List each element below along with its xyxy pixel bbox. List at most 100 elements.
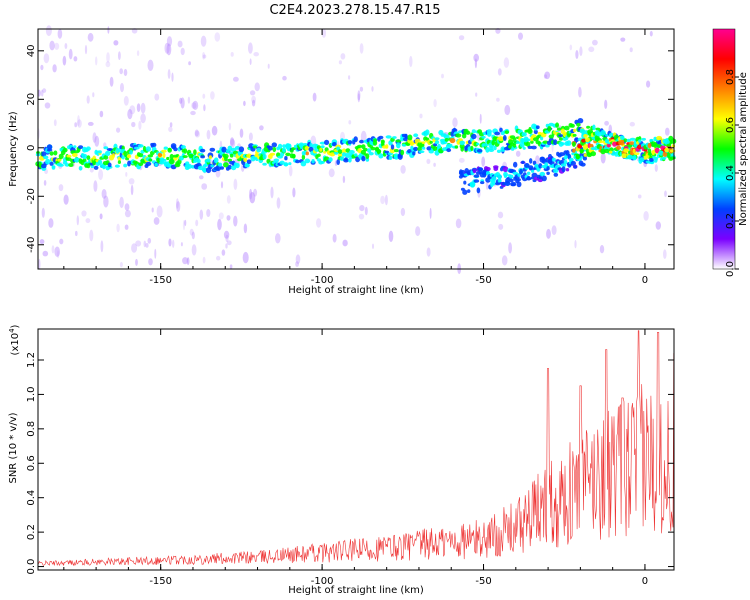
spectrogram-noise-blob <box>429 207 432 219</box>
spectrogram-noise-blob <box>259 125 264 131</box>
spectrogram-cell <box>397 154 403 160</box>
snr-border <box>37 328 675 571</box>
spectrogram-cell <box>521 132 527 137</box>
spectrogram-cell <box>531 145 537 150</box>
spectrogram-noise-blob <box>359 205 365 212</box>
spectrogram-cell <box>186 163 193 169</box>
spectrogram-cell <box>603 148 610 154</box>
spectrogram-noise-blob <box>215 169 221 178</box>
colorbar: 0.0 0.2 0.4 0.6 0.8 Normalized spectral ampl… <box>712 28 749 277</box>
spectrogram-noise-blob <box>380 195 385 205</box>
spectrogram-cell <box>246 159 252 164</box>
spectrogram-cell <box>301 154 306 160</box>
spectrogram-cell <box>502 166 509 173</box>
spectrogram-cell <box>45 158 51 165</box>
spectrogram-noise-blob <box>665 127 670 136</box>
spectrogram-noise-blob <box>216 255 221 261</box>
spectrogram-noise-blob <box>153 217 160 225</box>
spectrogram-cell <box>269 152 276 156</box>
spectrogram-cell <box>425 137 430 141</box>
spectrogram-cell <box>81 153 88 159</box>
spectrogram-cell <box>385 144 389 149</box>
spectrogram-noise-blob <box>140 102 146 114</box>
spectrogram-cell <box>66 157 72 161</box>
spectrogram-noise-blob <box>64 43 68 49</box>
spectrogram-noise-blob <box>508 242 512 254</box>
spectrogram-ylabel: Frequency (Hz) <box>8 111 19 187</box>
spectrogram-cell <box>437 143 441 150</box>
spectrogram-noise-blob <box>328 168 335 178</box>
spectrogram-noise-blob <box>168 238 172 247</box>
spectrogram-noise-blob <box>359 43 364 54</box>
spectrogram-cell <box>210 164 215 168</box>
spectrogram-cell <box>538 163 543 169</box>
spectrogram-cell <box>661 156 667 160</box>
spectrogram-noise-blob <box>138 120 142 130</box>
spectrogram-cell <box>485 146 490 153</box>
spectrogram-noise-blob <box>599 245 605 254</box>
spectrogram-cell <box>272 146 277 153</box>
spectrogram-noise-blob <box>620 37 626 42</box>
spectrogram-noise-blob <box>199 175 204 180</box>
spectrogram-cell <box>592 124 596 131</box>
spectrogram-noise-blob <box>504 104 511 116</box>
spectrogram-noise-blob <box>600 152 606 164</box>
spectrogram-cell <box>504 130 510 135</box>
spectrogram-cell <box>493 145 497 151</box>
spectrogram-cell <box>169 153 174 160</box>
spectrogram-cell <box>421 141 426 145</box>
spectrogram-cell <box>462 189 468 195</box>
snr-ytick-label: 1.0 <box>26 386 37 402</box>
spectrogram-cell <box>336 159 341 165</box>
spectrogram-cell <box>459 140 466 146</box>
spectrogram-cell <box>564 125 570 131</box>
spectrogram-noise-blob <box>220 181 224 189</box>
spectrogram-cell <box>283 163 289 167</box>
spectrogram-noise-blob <box>592 39 598 46</box>
spectrogram-noise-blob <box>249 58 252 65</box>
spectrogram-cell <box>600 130 606 136</box>
spectrogram-noise-blob <box>226 195 231 204</box>
spectrogram-noise-blob <box>249 192 256 204</box>
spectrogram-cell <box>41 151 47 157</box>
spectrogram-cell <box>256 147 262 153</box>
spectrogram-cell <box>320 145 325 149</box>
spectrogram-noise-blob <box>515 150 521 157</box>
spectrogram-noise-blob <box>85 218 91 224</box>
spectrogram-cell <box>585 137 590 143</box>
spectrogram-cell <box>558 137 564 141</box>
spectrogram-cell <box>244 163 250 168</box>
spectrogram-noise-blob <box>254 82 260 92</box>
spectrogram-cell <box>390 144 395 150</box>
spectrogram-cell <box>378 135 384 140</box>
spectrogram-cell <box>491 176 497 182</box>
spectrogram-cell <box>485 166 491 172</box>
spectrogram-cell <box>509 178 514 183</box>
spectrogram-xtick-label: -150 <box>149 275 172 286</box>
spectrogram-noise-blob <box>288 165 293 177</box>
spectrogram-cell <box>223 153 229 159</box>
spectrogram-cell <box>632 156 636 160</box>
spectrogram-cell <box>117 156 122 161</box>
spectrogram-noise-blob <box>103 195 109 208</box>
spectrogram-cell <box>510 183 517 187</box>
spectrogram-noise-blob <box>239 128 244 138</box>
spectrogram-noise-blob <box>226 240 232 246</box>
spectrogram-noise-blob <box>455 218 462 229</box>
spectrogram-cell <box>527 171 531 175</box>
spectrogram-cell <box>271 142 277 148</box>
spectrogram-noise-blob <box>270 186 274 199</box>
spectrogram-cell <box>117 160 121 165</box>
spectrogram-cell <box>200 155 206 159</box>
spectrogram-cell <box>492 180 496 186</box>
spectrogram-noise-blob <box>42 88 47 93</box>
spectrogram-cell <box>273 158 280 163</box>
spectrogram-cell <box>471 129 476 134</box>
spectrogram-cell <box>368 152 374 156</box>
spectrogram-cell <box>651 149 655 156</box>
spectrogram-noise-blob <box>106 52 110 63</box>
spectrogram-cell <box>529 167 536 171</box>
spectrogram-cell <box>449 137 456 144</box>
spectrogram-noise-blob <box>426 158 431 164</box>
spectrogram-ytick-label: -40 <box>26 237 37 253</box>
